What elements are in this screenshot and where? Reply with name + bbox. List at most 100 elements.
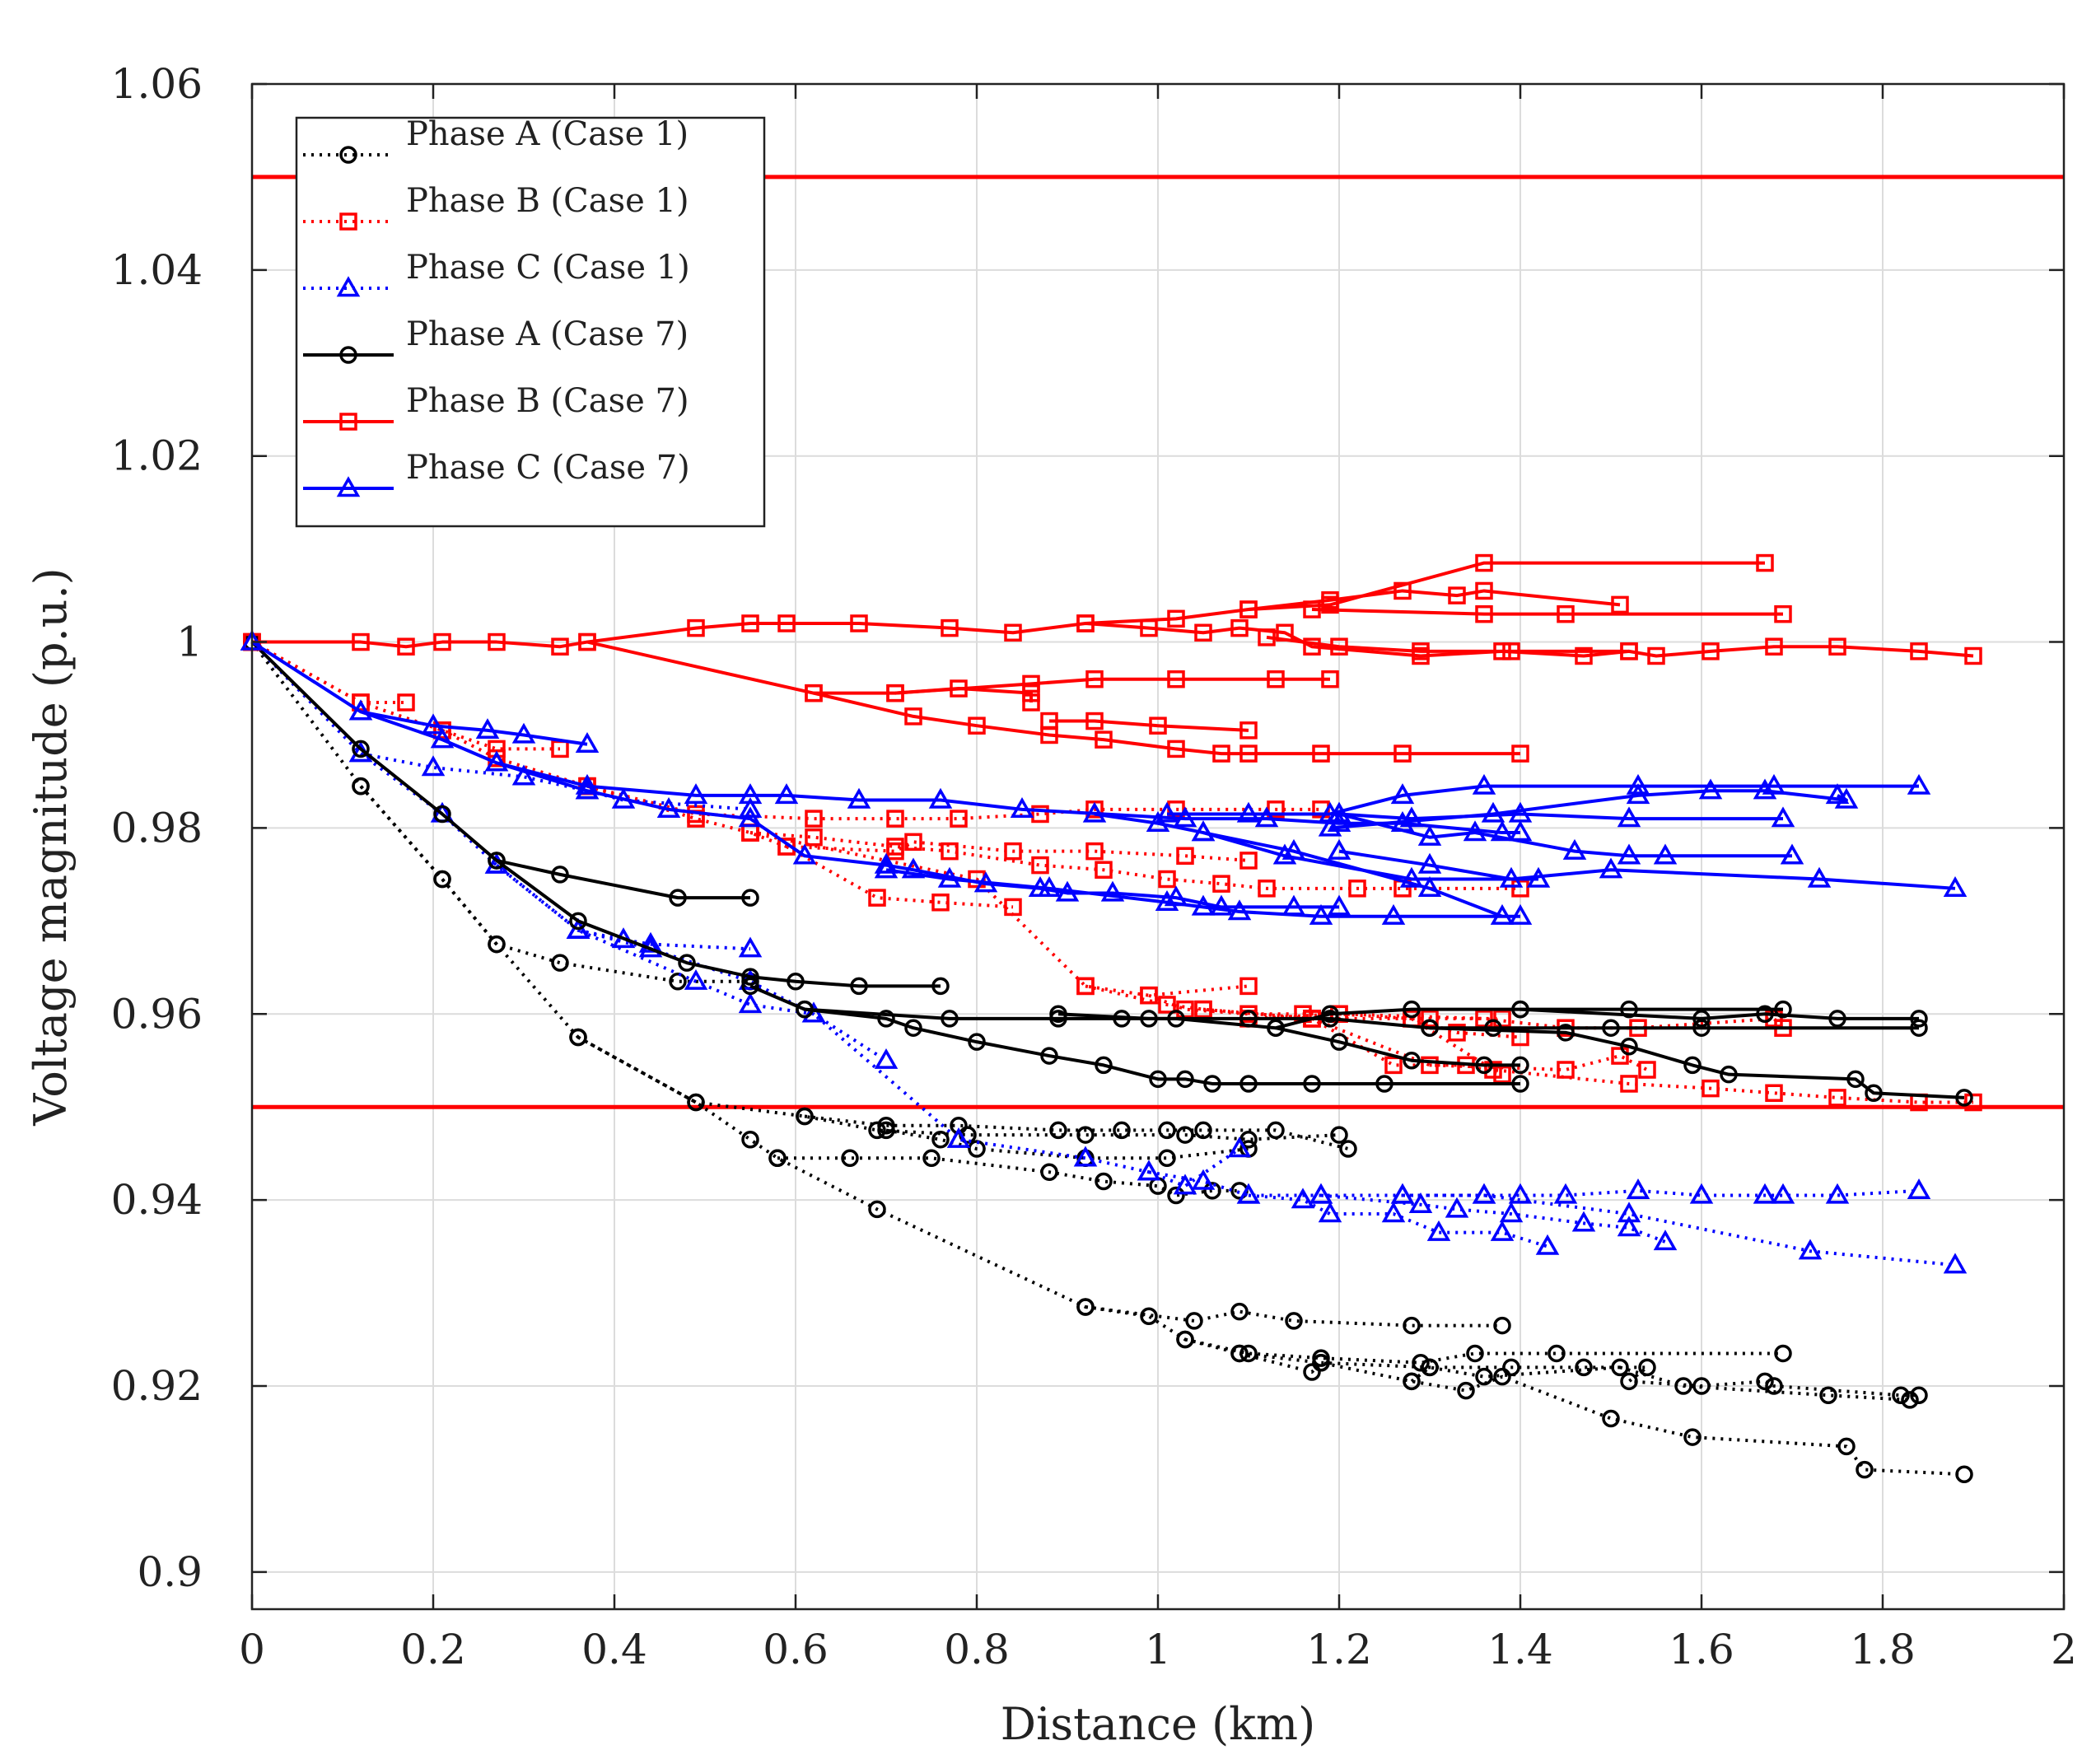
- data-point: [1390, 1183, 1415, 1204]
- series-line: [1094, 812, 1538, 881]
- data-point: [1819, 1386, 1837, 1405]
- data-point: [1647, 646, 1665, 665]
- data-point: [1239, 1075, 1258, 1093]
- data-point: [1426, 1220, 1451, 1241]
- x-tick-label: 1.2: [1306, 1626, 1372, 1673]
- data-point: [841, 1149, 859, 1168]
- data-point: [1082, 801, 1107, 823]
- data-point: [1412, 642, 1430, 660]
- data-point: [1502, 642, 1520, 660]
- x-tick-label: 1.8: [1850, 1626, 1916, 1673]
- x-axis-label: Distance (km): [1001, 1698, 1315, 1750]
- data-point: [1475, 1056, 1493, 1075]
- data-point: [968, 716, 986, 735]
- data-point: [1309, 903, 1333, 925]
- data-point: [1173, 1174, 1197, 1195]
- y-tick-label: 0.96: [111, 990, 203, 1038]
- data-point: [1638, 1061, 1656, 1079]
- data-point: [1327, 894, 1351, 916]
- data-point: [801, 1001, 826, 1023]
- data-point: [868, 1121, 886, 1140]
- y-tick-label: 0.9: [137, 1548, 203, 1596]
- data-point: [1856, 1460, 1874, 1479]
- data-point: [1227, 1136, 1252, 1158]
- series-line: [1311, 608, 1783, 616]
- y-tick-label: 1: [176, 618, 203, 666]
- data-point: [551, 637, 569, 656]
- data-point: [1321, 1010, 1339, 1028]
- data-point: [792, 843, 817, 865]
- data-point: [1421, 1010, 1439, 1028]
- data-point: [1617, 1216, 1641, 1237]
- data-point: [511, 722, 536, 744]
- data-point: [1765, 637, 1783, 656]
- data-point: [1674, 1377, 1692, 1395]
- data-point: [777, 614, 796, 632]
- data-point: [1617, 806, 1641, 828]
- data-point: [1022, 674, 1040, 693]
- data-point: [1626, 1178, 1650, 1200]
- data-point: [1846, 1070, 1865, 1089]
- data-point: [569, 912, 587, 931]
- data-point: [1448, 586, 1466, 604]
- data-point: [669, 972, 687, 991]
- data-point: [1403, 1316, 1421, 1335]
- data-point: [1620, 1038, 1638, 1056]
- data-point: [1076, 1126, 1095, 1144]
- data-point: [877, 1121, 895, 1140]
- data-point: [1910, 1386, 1928, 1405]
- data-point: [1490, 903, 1515, 925]
- data-point: [1203, 1075, 1221, 1093]
- data-point: [1493, 1010, 1511, 1028]
- series-phase-c-case-1: [240, 629, 1968, 1274]
- data-point: [1399, 806, 1424, 828]
- data-point: [684, 783, 708, 805]
- data-point: [1239, 1130, 1258, 1149]
- data-point: [968, 1033, 986, 1051]
- data-point: [1955, 1089, 1973, 1107]
- data-point: [1158, 870, 1176, 889]
- data-point: [1227, 899, 1252, 921]
- legend-swatch-marker: [336, 276, 361, 297]
- data-point: [904, 833, 922, 852]
- data-point: [1318, 1202, 1342, 1223]
- data-point: [1158, 1121, 1176, 1140]
- data-point: [741, 889, 759, 907]
- data-point: [1408, 1192, 1433, 1213]
- data-point: [922, 1149, 941, 1168]
- data-point: [1475, 1010, 1493, 1028]
- x-tick-labels: 0 0.2 0.4 0.6 0.8 1 1.2 1.4 1.6 1.8 2: [239, 1626, 2077, 1673]
- data-point: [1236, 801, 1261, 823]
- data-point: [1771, 806, 1795, 828]
- data-point: [941, 618, 959, 637]
- series-line: [1429, 1026, 1965, 1099]
- data-point: [1285, 1312, 1303, 1330]
- data-point: [1611, 595, 1629, 614]
- data-point: [1113, 1121, 1131, 1140]
- data-point: [1004, 842, 1022, 861]
- data-point: [1330, 637, 1348, 656]
- data-point: [1236, 1183, 1261, 1204]
- data-point: [1212, 875, 1230, 893]
- data-point: [1010, 797, 1034, 819]
- data-point: [768, 1149, 787, 1168]
- data-point: [1381, 903, 1406, 925]
- data-point: [738, 806, 763, 828]
- data-point: [1100, 880, 1125, 902]
- data-point: [1475, 553, 1493, 572]
- data-point: [937, 866, 962, 888]
- data-point: [1602, 1019, 1620, 1037]
- data-point: [1511, 880, 1529, 898]
- data-point: [1617, 843, 1641, 865]
- data-point: [1828, 1089, 1846, 1107]
- data-point: [1702, 1079, 1720, 1098]
- data-point: [1943, 876, 1968, 898]
- legend-label: Phase B (Case 1): [406, 182, 689, 220]
- data-point: [1140, 986, 1158, 1005]
- data-point: [1194, 1121, 1212, 1140]
- data-point: [1753, 1183, 1777, 1204]
- data-point: [1176, 1330, 1194, 1349]
- data-point: [433, 870, 451, 889]
- series-line: [1049, 719, 1249, 732]
